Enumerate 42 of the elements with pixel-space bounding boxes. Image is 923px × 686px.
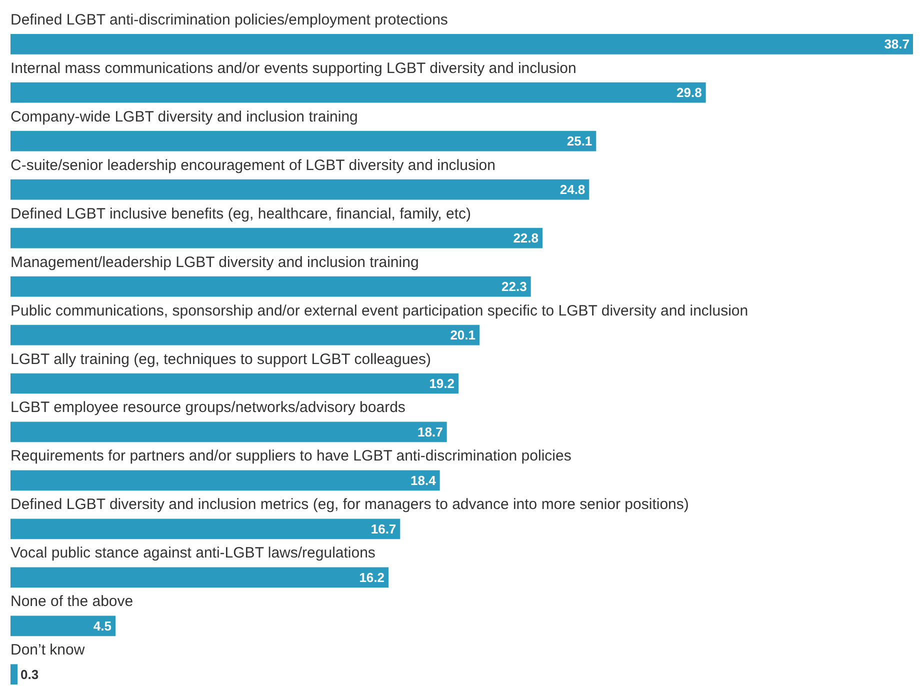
data-label: 16.7 [370, 521, 396, 536]
data-label: 20.1 [450, 328, 476, 343]
bar [10, 82, 706, 103]
data-label: 18.4 [410, 472, 437, 488]
bar [10, 228, 542, 248]
data-label: 25.1 [566, 134, 592, 149]
bar [10, 276, 531, 297]
y-tick-label: Defined LGBT anti-discrimination policies/employment protections [10, 11, 448, 28]
data-label: 16.2 [359, 570, 385, 585]
y-tick-label: Internal mass communications and/or events supporting LGBT diversity and inclusion [10, 60, 576, 77]
data-label: 18.7 [418, 424, 443, 440]
bar [10, 34, 913, 54]
y-tick-label: C-suite/senior leadership encouragement of LGBT diversity and inclusion [10, 156, 496, 174]
data-label: 22.8 [513, 230, 539, 246]
bar [10, 130, 596, 152]
y-tick-label: Requirements for partners and/or suppliers to have LGBT anti-discrimination policies [10, 448, 572, 465]
y-tick-label: Public communications, sponsorship and/or external event participation specific to LGBT diversity and inclusion [10, 302, 748, 320]
y-tick-label: Vocal public stance against anti-LGBT laws/regulations [10, 544, 376, 562]
y-tick-label: Defined LGBT diversity and inclusion metrics (eg, for managers to advance into more senior positions) [10, 496, 689, 514]
bar [10, 324, 480, 346]
y-tick-label: None of the above [10, 593, 134, 610]
y-tick-label: LGBT ally training (eg, techniques to support LGBT colleagues) [10, 350, 432, 368]
y-tick-label: Defined LGBT inclusive benefits (eg, healthcare, financial, family, etc) [10, 205, 472, 222]
bar [10, 179, 590, 200]
bar [10, 664, 18, 685]
bar [10, 567, 388, 588]
data-label: 29.8 [676, 85, 702, 100]
y-tick-label: Management/leadership LGBT diversity and inclusion training [10, 254, 419, 271]
y-tick-label: Company-wide LGBT diversity and inclusion training [10, 108, 358, 126]
bar [10, 422, 447, 442]
data-label: 0.3 [20, 666, 39, 682]
data-label: 38.7 [884, 36, 910, 52]
data-label: 4.5 [93, 618, 112, 634]
y-tick-label: Don’t know [10, 642, 85, 659]
bar [10, 616, 116, 636]
bar [10, 518, 400, 540]
bar [10, 373, 458, 394]
bar [10, 470, 440, 491]
data-label: 24.8 [560, 182, 586, 198]
data-label: 22.3 [502, 279, 527, 294]
y-tick-label: LGBT employee resource groups/networks/advisory boards [10, 399, 406, 416]
data-label: 19.2 [429, 376, 455, 391]
